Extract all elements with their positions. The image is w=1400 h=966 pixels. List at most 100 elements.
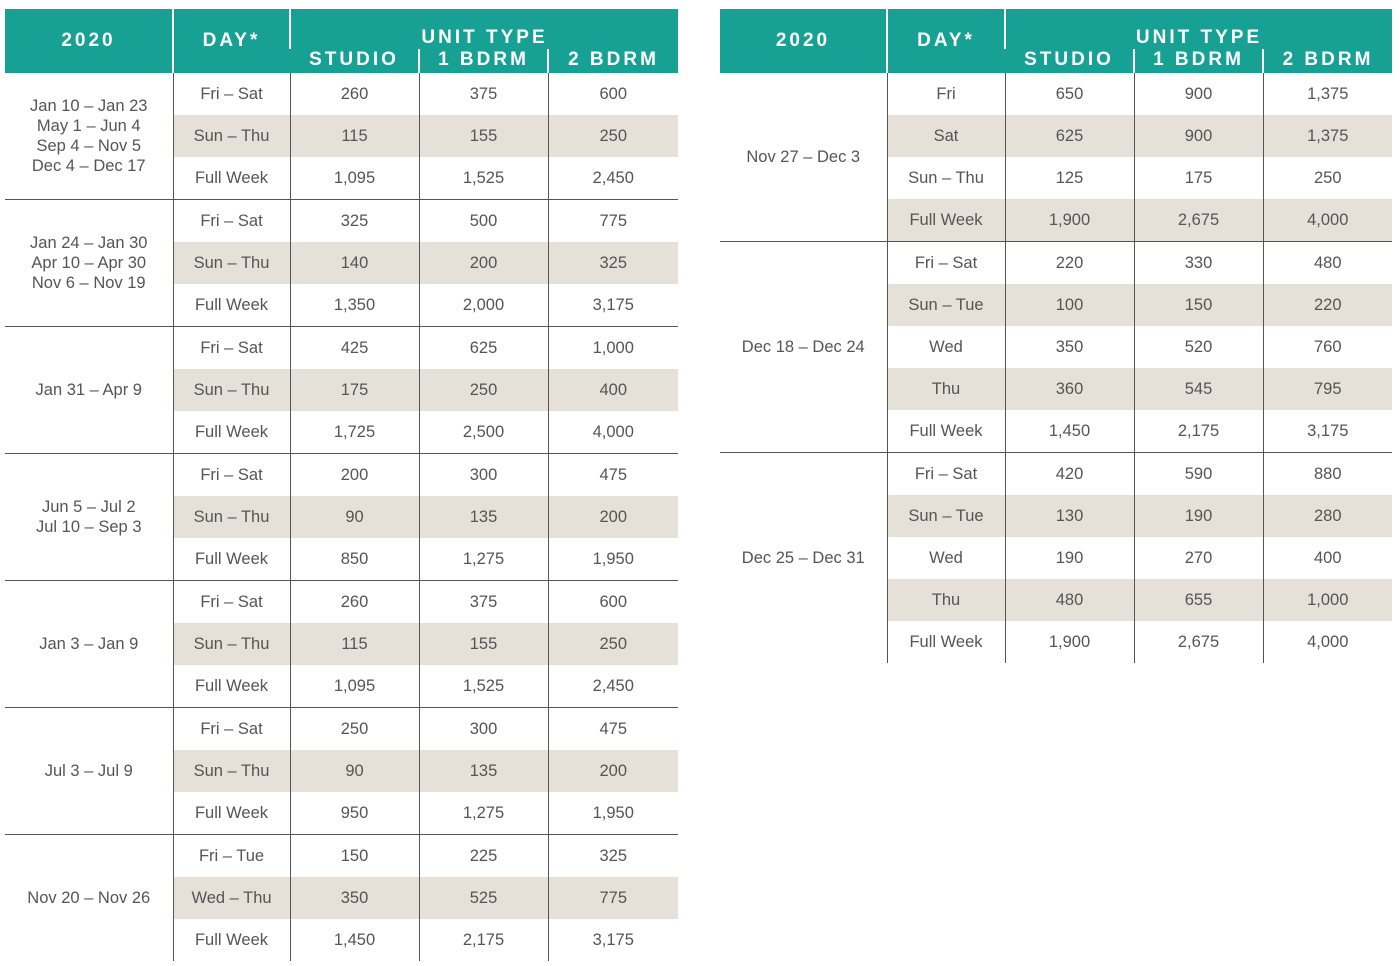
studio-rate-cell: 480 xyxy=(1005,579,1135,621)
table-row: Jan 10 – Jan 23 May 1 – Jun 4 Sep 4 – Nov … xyxy=(5,73,678,200)
one-bdrm-rate-cell: 175 xyxy=(1134,157,1264,199)
one-bdrm-rate-cell: 150 xyxy=(1134,284,1264,326)
day-cell: Sun – Thu xyxy=(887,157,1006,199)
one-bdrm-rate-cell: 375 xyxy=(419,73,549,115)
table-row: Sun – Thu 90 135 200 xyxy=(5,496,679,538)
two-bdrm-rate-cell: 1,000 xyxy=(1263,579,1393,621)
one-bdrm-rate-cell: 2,675 xyxy=(1134,621,1264,663)
table-row: Jan 24 – Jan 30 Apr 10 – Apr 30 Nov 6 – No… xyxy=(5,199,678,327)
one-bdrm-rate-cell: 900 xyxy=(1134,73,1264,115)
studio-rate-cell: 260 xyxy=(290,580,420,623)
studio-rate-cell: 90 xyxy=(290,750,420,792)
season-date-range: Nov 6 – Nov 19 xyxy=(31,274,146,292)
studio-rate-cell: 425 xyxy=(290,326,420,369)
one-bdrm-rate-cell: 2,175 xyxy=(419,919,549,961)
studio-rate-cell: 250 xyxy=(290,707,420,750)
day-cell: Wed xyxy=(887,537,1006,579)
day-cell: Fri – Sat xyxy=(173,453,291,496)
day-cell: Sun – Thu xyxy=(173,623,291,665)
day-cell: Full Week xyxy=(173,157,291,200)
season-date-range: Dec 4 – Dec 17 xyxy=(31,157,146,175)
table-row: Dec 18 – Dec 24 Fri – Sat 220 330 480 xyxy=(720,241,1392,453)
one-bdrm-rate-cell: 2,175 xyxy=(1134,410,1264,453)
season-date-range: Jan 3 – Jan 9 xyxy=(39,635,139,653)
one-bdrm-rate-cell: 2,500 xyxy=(419,411,549,454)
table-row: Full Week 1,450 2,175 3,175 xyxy=(720,410,1393,453)
one-bdrm-rate-cell: 2,000 xyxy=(419,284,549,327)
studio-rate-cell: 125 xyxy=(1005,157,1135,199)
one-bdrm-rate-cell: 900 xyxy=(1134,115,1264,157)
day-cell: Full Week xyxy=(887,410,1006,453)
day-cell: Full Week xyxy=(173,284,291,327)
day-cell: Fri xyxy=(887,73,1006,115)
table-row: Thu 360 545 795 xyxy=(720,368,1393,410)
table-header: 2020 DAY* UNIT TYPE STUDIO 1 BDRM 2 BDRM xyxy=(5,9,679,73)
one-bdrm-header: 1 BDRM xyxy=(418,49,548,73)
one-bdrm-rate-cell: 520 xyxy=(1134,326,1264,368)
two-bdrm-rate-cell: 775 xyxy=(599,212,628,230)
studio-rate-cell: 1,725 xyxy=(290,411,420,454)
one-bdrm-rate-cell: 330 xyxy=(1134,241,1264,284)
one-bdrm-rate-cell: 155 xyxy=(419,623,549,665)
day-cell: Thu xyxy=(887,368,1006,410)
one-bdrm-rate-cell: 375 xyxy=(419,580,549,623)
year-header: 2020 xyxy=(720,9,887,73)
studio-rate-cell: 150 xyxy=(290,834,420,877)
two-bdrm-rate-cell: 1,000 xyxy=(592,339,634,357)
two-bdrm-rate-cell: 1,950 xyxy=(548,538,679,581)
table-row: Jan 31 – Apr 9 Fri – Sat 425 625 1,000 xyxy=(5,326,678,454)
table-row: Sun – Tue 130 190 280 xyxy=(720,495,1393,537)
season-dates-cell: Jun 5 – Jul 2 Jul 10 – Sep 3 xyxy=(5,453,174,581)
day-cell: Fri – Sat xyxy=(173,580,291,623)
day-cell: Fri – Sat xyxy=(173,199,291,242)
studio-rate-cell: 1,450 xyxy=(1005,410,1135,453)
one-bdrm-rate-cell: 135 xyxy=(419,496,549,538)
two-bdrm-rate-cell: 1,375 xyxy=(1307,85,1349,103)
two-bdrm-rate-cell: 220 xyxy=(1263,284,1393,326)
two-bdrm-header: 2 BDRM xyxy=(1261,49,1393,73)
table-row: Sun – Thu 115 155 250 xyxy=(5,623,679,665)
day-cell: Fri – Sat xyxy=(173,707,291,750)
studio-rate-cell: 90 xyxy=(290,496,420,538)
table-row: Jul 3 – Jul 9 Fri – Sat 250 300 475 xyxy=(5,707,678,835)
table-row: Sun – Thu 175 250 400 xyxy=(5,369,679,411)
rate-table-right: 2020 DAY* UNIT TYPE STUDIO 1 BDRM 2 BDRM… xyxy=(720,9,1393,663)
day-cell: Sun – Tue xyxy=(887,284,1006,326)
studio-rate-cell: 200 xyxy=(290,453,420,496)
studio-rate-cell: 1,350 xyxy=(290,284,420,327)
studio-rate-cell: 360 xyxy=(1005,368,1135,410)
one-bdrm-rate-cell: 135 xyxy=(419,750,549,792)
two-bdrm-rate-cell: 400 xyxy=(548,369,679,411)
season-dates-cell: Dec 25 – Dec 31 xyxy=(720,452,888,663)
two-bdrm-rate-cell: 325 xyxy=(548,242,679,284)
studio-rate-cell: 650 xyxy=(1005,73,1135,115)
season-dates-cell: Jan 31 – Apr 9 xyxy=(5,326,174,454)
two-bdrm-rate-cell: 600 xyxy=(599,85,628,103)
studio-rate-cell: 140 xyxy=(290,242,420,284)
one-bdrm-rate-cell: 655 xyxy=(1134,579,1264,621)
studio-rate-cell: 325 xyxy=(290,199,420,242)
table-body-right: Nov 27 – Dec 3 Fri 650 900 1,375 Sat 625 900 1,3… xyxy=(720,73,1393,663)
studio-rate-cell: 850 xyxy=(290,538,420,581)
table-row: Sun – Tue 100 150 220 xyxy=(720,284,1393,326)
day-cell: Wed – Thu xyxy=(173,877,291,919)
two-bdrm-rate-cell: 280 xyxy=(1263,495,1393,537)
year-header: 2020 xyxy=(5,9,173,73)
one-bdrm-rate-cell: 590 xyxy=(1134,452,1264,495)
season-dates-cell: Jan 3 – Jan 9 xyxy=(5,580,174,708)
two-bdrm-rate-cell: 250 xyxy=(548,115,679,157)
studio-rate-cell: 115 xyxy=(290,115,420,157)
studio-rate-cell: 1,095 xyxy=(290,665,420,708)
table-row: Sat 625 900 1,375 xyxy=(720,115,1393,157)
day-cell: Full Week xyxy=(887,621,1006,663)
day-cell: Fri – Sat xyxy=(173,326,291,369)
season-dates-cell: Jul 3 – Jul 9 xyxy=(5,707,174,835)
studio-rate-cell: 350 xyxy=(290,877,420,919)
two-bdrm-header: 2 BDRM xyxy=(546,49,679,73)
studio-header: STUDIO xyxy=(290,49,419,73)
day-cell: Sun – Thu xyxy=(173,115,291,157)
one-bdrm-rate-cell: 225 xyxy=(419,834,549,877)
two-bdrm-rate-cell: 200 xyxy=(548,750,679,792)
table-row: Wed 190 270 400 xyxy=(720,537,1392,579)
one-bdrm-rate-cell: 1,275 xyxy=(419,538,549,581)
